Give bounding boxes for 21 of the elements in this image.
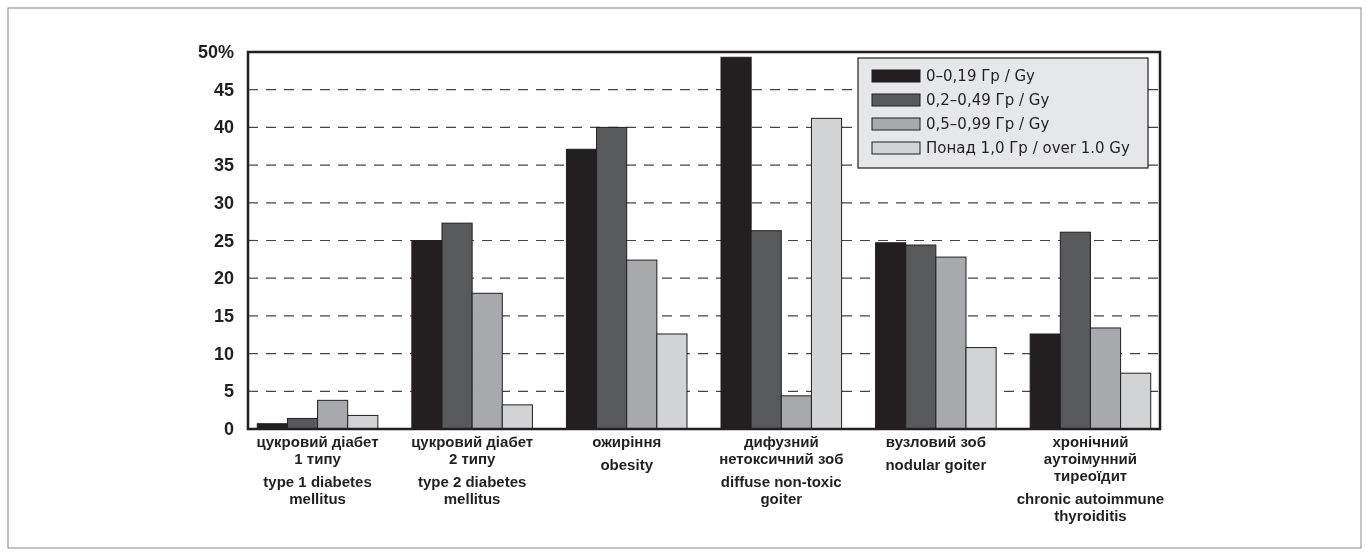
x-tick-label: цукровий діабет 1 типу type 1 diabetes mellitus (256, 433, 379, 507)
x-tick-label: ожиріння obesity (592, 433, 662, 473)
y-tick-label: 0 (223, 419, 234, 439)
legend-label: 0,2–0,49 Гр / Gy (926, 91, 1050, 109)
y-tick-label: 15 (213, 305, 234, 326)
y-tick-label: 5 (223, 381, 234, 402)
y-tick-label: 45 (213, 79, 234, 100)
legend-label: 0–0,19 Гр / Gy (926, 67, 1036, 85)
y-tick-label: 40 (213, 117, 234, 138)
y-tick-label: 10 (213, 343, 234, 364)
x-tick-label: вузловий зоб nodular goiter (885, 433, 987, 473)
legend-label: Понад 1,0 Гр / over 1.0 Gy (926, 139, 1130, 157)
y-tick-label: 50% (197, 42, 234, 62)
y-tick-label: 25 (213, 230, 234, 251)
x-tick-label: хронічний аутоімунний тиреоїдит chronic autoimmune thyroiditis (1016, 433, 1165, 524)
y-tick-label: 30 (213, 192, 234, 213)
legend-label: 0,5–0,99 Гр / Gy (926, 115, 1050, 133)
x-tick-label: дифузний нетоксичний зоб diffuse non-toxic goiter (719, 433, 844, 507)
y-tick-label: 35 (213, 155, 234, 176)
x-tick-label: цукровий діабет 2 типу type 2 diabetes mellitus (411, 433, 534, 507)
y-tick-label: 20 (213, 268, 234, 289)
